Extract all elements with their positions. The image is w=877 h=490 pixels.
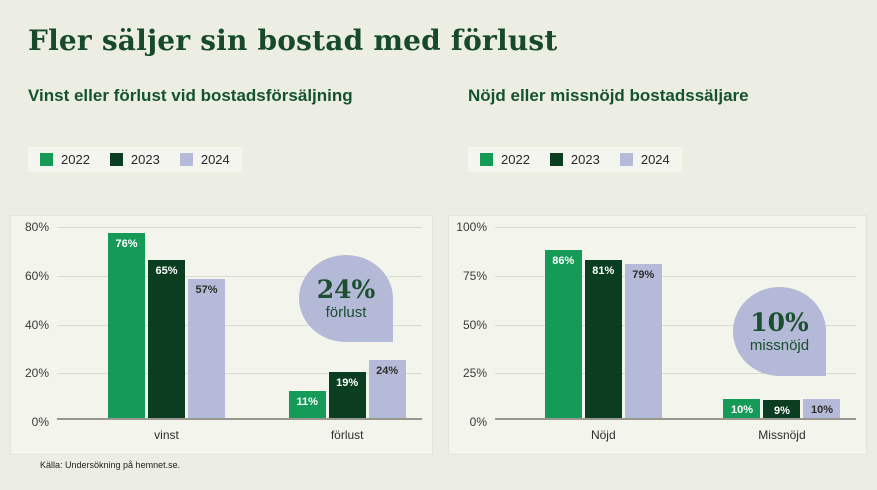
right-chart-panel: 86% 81% 79% 10% 9% 10% 10% missnöjd 0% 25% 50% 7… [448,215,867,455]
x-axis-category-label: Missnöjd [758,428,806,442]
bar-2022-Nöjd: 86% [544,250,582,418]
right-chart-plot-area: 86% 81% 79% 10% 9% 10% [495,227,856,420]
y-axis-tick-label: 60% [24,268,49,283]
legend-swatch-icon [549,153,563,166]
gridline [57,373,422,375]
bar-2023-förlust: 19% [328,371,366,418]
bar-value-label: 10% [730,403,753,416]
gridline [57,324,422,326]
legend-label: 2023 [570,152,600,167]
legend-swatch-icon [619,153,633,166]
bar-value-label: 76% [115,237,138,250]
callout-value: 10% [750,307,809,337]
bar-2024-Missnöjd: 10% [803,398,841,418]
legend-item-2024: 2024 [619,152,670,167]
bar-2023-Missnöjd: 9% [763,400,801,418]
bar-2022-Missnöjd: 10% [723,398,761,418]
legend-label: 2022 [501,152,530,167]
y-axis-tick-label: 0% [469,415,487,429]
x-axis-category-label: förlust [330,428,364,442]
y-axis-tick-label: 80% [24,220,49,234]
y-axis-tick-label: 100% [456,220,487,234]
legend-label: 2024 [640,152,670,167]
callout-label: missnöjd [749,336,810,354]
x-axis-category-label: Nöjd [590,428,616,442]
y-axis-tick-label: 20% [24,366,49,381]
legend-item-2022: 2022 [480,152,530,167]
gridline [495,373,856,375]
x-axis-category-label: vinst [154,428,179,442]
source-note: Källa: Undersökning på hemnet.se. [40,460,181,470]
legend-label: 2024 [200,152,230,167]
legend-item-2023: 2023 [549,152,600,167]
legend-item-2022: 2022 [40,152,90,167]
y-axis-tick-label: 0% [31,415,49,429]
left-callout-bubble: 24% förlust [299,255,393,342]
right-chart-subtitle: Nöjd eller missnöjd bostadssäljare [468,86,749,105]
left-chart-legend: 2022 2023 2024 [28,147,242,172]
bar-value-label: 24% [376,364,399,377]
legend-item-2024: 2024 [179,152,230,167]
y-axis-tick-label: 25% [462,366,487,381]
left-chart-panel: 76% 65% 57% 11% 19% 24% 24% förlust 0% 20% 40% 6… [10,215,433,455]
legend-swatch-icon [480,153,493,166]
bar-value-label: 9% [774,405,790,418]
gridline [57,227,422,228]
bar-2023-Nöjd: 81% [584,260,622,418]
gridline [495,227,856,228]
bar-2022-förlust: 11% [288,391,326,418]
legend-label: 2023 [130,152,160,167]
right-chart-legend: 2022 2023 2024 [468,147,682,172]
bar-value-label: 81% [592,265,615,278]
right-callout-bubble: 10% missnöjd [733,287,826,376]
page-title: Fler säljer sin bostad med förlust [28,24,558,57]
bar-2024-förlust: 24% [368,359,406,418]
gridline [495,275,856,277]
bar-value-label: 79% [632,268,655,281]
callout-value: 24% [316,274,376,304]
bar-value-label: 57% [195,284,218,297]
y-axis-tick-label: 75% [462,268,487,283]
gridline [495,324,856,326]
bar-value-label: 19% [336,376,359,389]
legend-swatch-icon [109,153,123,166]
y-axis-tick-label: 50% [462,317,487,332]
bar-value-label: 86% [552,255,575,268]
bar-2022-vinst: 76% [108,232,145,418]
bar-value-label: 65% [155,264,178,277]
bar-2023-vinst: 65% [148,259,185,418]
legend-swatch-icon [179,153,193,166]
legend-label: 2022 [61,152,90,167]
callout-label: förlust [325,303,367,321]
bar-value-label: 11% [296,396,318,409]
legend-item-2023: 2023 [109,152,160,167]
bar-2024-vinst: 57% [188,279,225,418]
left-chart-subtitle: Vinst eller förlust vid bostadsförsäljni… [28,86,353,105]
legend-swatch-icon [40,153,53,166]
gridline [57,275,422,277]
left-chart-plot-area: 76% 65% 57% 11% 19% 24% [57,227,422,420]
y-axis-tick-label: 40% [24,317,49,332]
bar-value-label: 10% [810,403,833,416]
bar-2024-Nöjd: 79% [624,263,662,418]
